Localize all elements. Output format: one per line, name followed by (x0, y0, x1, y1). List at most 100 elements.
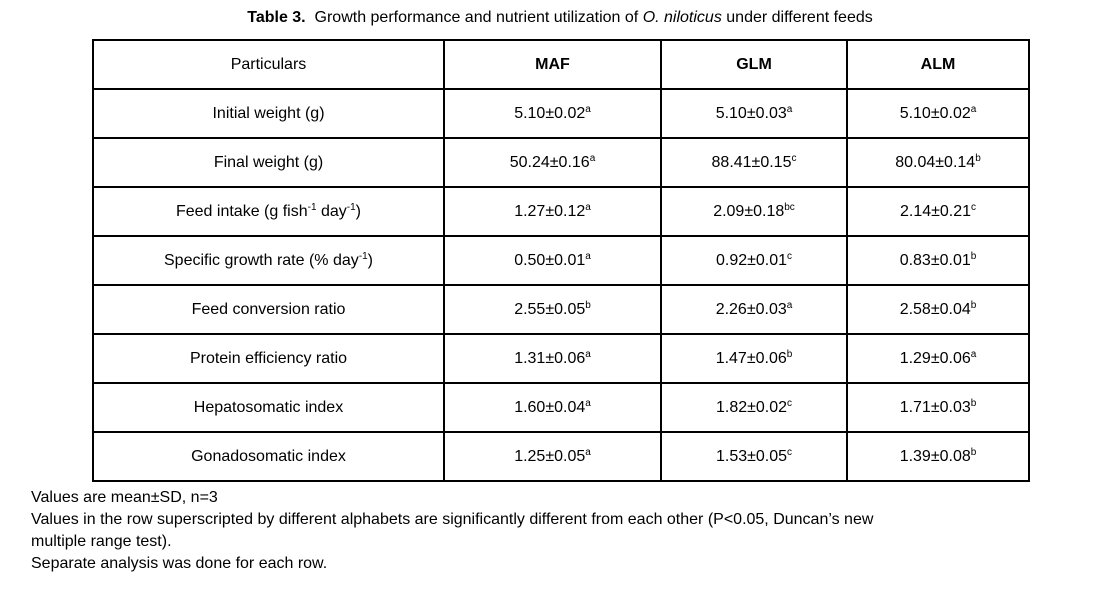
significance-superscript: bc (784, 201, 795, 213)
footnotes: Values are mean±SD, n=3 Values in the row… (31, 487, 1093, 575)
significance-superscript: b (970, 250, 977, 262)
value-cell-maf: 1.60±0.04a (443, 382, 662, 433)
column-header-maf: MAF (443, 39, 662, 90)
row-label: Final weight (g) (92, 137, 445, 188)
significance-superscript: c (787, 397, 793, 409)
cell-value: 88.41±0.15 (711, 153, 792, 171)
significance-superscript: a (585, 348, 591, 360)
significance-superscript: c (791, 152, 797, 164)
cell-value: 1.60±0.04 (514, 398, 586, 416)
value-cell-maf: 50.24±0.16a (443, 137, 662, 188)
significance-superscript: a (589, 152, 596, 164)
text-segment: Feed intake (g fish (175, 202, 308, 220)
text-segment: Protein efficiency ratio (189, 349, 348, 367)
text-segment: Gonadosomatic index (191, 447, 346, 465)
cell-value: 1.25±0.05 (514, 447, 586, 465)
cell-value: 1.53±0.05 (715, 447, 788, 465)
value-cell-alm: 5.10±0.02a (846, 88, 1030, 139)
value-cell-alm: 2.58±0.04b (846, 284, 1030, 335)
significance-superscript: b (970, 299, 977, 311)
row-label: Specific growth rate (% day-1) (92, 235, 445, 286)
text-segment: under different feeds (721, 9, 873, 26)
row-label: Feed intake (g fish-1 day-1) (92, 186, 445, 237)
cell-value: 1.47±0.06 (715, 349, 787, 367)
value-cell-glm: 2.09±0.18bc (660, 186, 848, 237)
column-header-alm: ALM (846, 39, 1030, 90)
row-label: Feed conversion ratio (92, 284, 445, 335)
significance-superscript: a (585, 103, 591, 115)
value-cell-maf: 1.25±0.05a (443, 431, 662, 482)
footnote-line: Separate analysis was done for each row. (31, 555, 328, 572)
row-label: Gonadosomatic index (92, 431, 445, 482)
cell-value: 1.82±0.02 (715, 398, 788, 416)
value-cell-alm: 0.83±0.01b (846, 235, 1030, 286)
value-cell-glm: 2.26±0.03a (660, 284, 848, 335)
value-cell-alm: 80.04±0.14b (846, 137, 1030, 188)
text-segment: day (316, 202, 347, 220)
text-segment: O. niloticus (642, 9, 722, 26)
footnote-line: Values in the row superscripted by diffe… (31, 511, 874, 528)
value-cell-alm: 1.39±0.08b (846, 431, 1030, 482)
cell-value: 1.71±0.03 (899, 398, 971, 416)
growth-performance-table: Particulars MAF GLM ALM Initial weight (… (92, 39, 1030, 482)
value-cell-alm: 1.29±0.06a (846, 333, 1030, 384)
table-row: Final weight (g) 50.24±0.16a 88.41±0.15c 80… (92, 137, 1030, 188)
cell-value: 5.10±0.02 (899, 104, 971, 122)
significance-superscript: a (585, 250, 591, 262)
significance-superscript: a (585, 201, 591, 213)
significance-superscript: b (970, 446, 977, 458)
table-row: Gonadosomatic index 1.25±0.05a 1.53±0.05c 1… (92, 431, 1030, 482)
significance-superscript: a (786, 299, 793, 311)
value-cell-alm: 2.14±0.21c (846, 186, 1030, 237)
table-row: Specific growth rate (% day-1) 0.50±0.01a… (92, 235, 1030, 286)
cell-value: 1.31±0.06 (514, 349, 586, 367)
cell-value: 0.92±0.01 (715, 251, 788, 269)
cell-value: 1.29±0.06 (899, 349, 971, 367)
value-cell-maf: 1.27±0.12a (443, 186, 662, 237)
significance-superscript: c (787, 446, 793, 458)
header-row: Particulars MAF GLM ALM (92, 39, 1030, 90)
cell-value: 1.39±0.08 (899, 447, 971, 465)
table-row: Initial weight (g) 5.10±0.02a 5.10±0.03a 5.… (92, 88, 1030, 139)
value-cell-maf: 2.55±0.05b (443, 284, 662, 335)
cell-value: 50.24±0.16 (509, 153, 590, 171)
table-row: Hepatosomatic index 1.60±0.04a 1.82±0.02c 1… (92, 382, 1030, 433)
text-segment: ) (355, 202, 361, 220)
table-row: Feed intake (g fish-1 day-1) 1.27±0.12a 2.… (92, 186, 1030, 237)
row-label: Initial weight (g) (92, 88, 445, 139)
table-row: Feed conversion ratio 2.55±0.05b 2.26±0.03… (92, 284, 1030, 335)
value-cell-glm: 0.92±0.01c (660, 235, 848, 286)
significance-superscript: a (970, 103, 977, 115)
row-label: Protein efficiency ratio (92, 333, 445, 384)
value-cell-maf: 0.50±0.01a (443, 235, 662, 286)
text-segment: Final weight (g) (213, 153, 324, 171)
value-cell-glm: 5.10±0.03a (660, 88, 848, 139)
text-segment: -1 (307, 201, 317, 213)
significance-superscript: c (971, 201, 977, 213)
cell-value: 5.10±0.03 (715, 104, 787, 122)
text-segment: -1 (358, 250, 368, 262)
cell-value: 2.14±0.21 (899, 202, 972, 220)
text-segment: ) (367, 251, 373, 269)
value-cell-glm: 1.53±0.05c (660, 431, 848, 482)
cell-value: 80.04±0.14 (895, 153, 976, 171)
significance-superscript: b (970, 397, 977, 409)
text-segment: Table 3. (247, 9, 306, 26)
value-cell-glm: 1.82±0.02c (660, 382, 848, 433)
significance-superscript: a (585, 397, 591, 409)
significance-superscript: b (585, 299, 591, 311)
significance-superscript: a (585, 446, 591, 458)
value-cell-glm: 88.41±0.15c (660, 137, 848, 188)
significance-superscript: b (786, 348, 793, 360)
row-label: Hepatosomatic index (92, 382, 445, 433)
cell-value: 2.09±0.18 (713, 202, 785, 220)
value-cell-alm: 1.71±0.03b (846, 382, 1030, 433)
cell-value: 2.55±0.05 (514, 300, 586, 318)
text-segment: Hepatosomatic index (193, 398, 344, 416)
value-cell-glm: 1.47±0.06b (660, 333, 848, 384)
table-row: Protein efficiency ratio 1.31±0.06a 1.47±0… (92, 333, 1030, 384)
significance-superscript: a (970, 348, 977, 360)
column-header-particulars: Particulars (92, 39, 445, 90)
significance-superscript: b (975, 152, 981, 164)
table-caption: Table 3. Growth performance and nutrient… (92, 8, 1028, 28)
